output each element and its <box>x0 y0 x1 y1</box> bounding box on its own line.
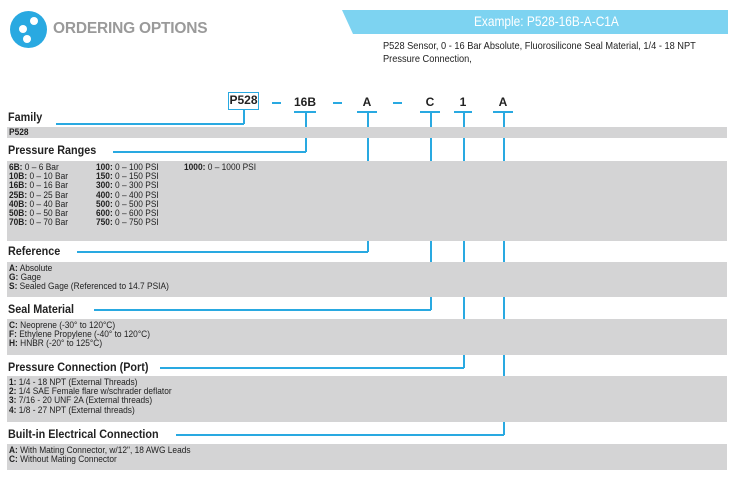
section-title: Built-in Electrical Connection <box>8 427 159 441</box>
option-item: 500: 0 – 500 PSI <box>96 198 159 210</box>
option-item: 6B: 0 – 6 Bar <box>9 162 59 173</box>
option-item: F: Ethylene Propylene (-40° to 120°C) <box>9 329 150 341</box>
option-item: C: Neoprene (-30° to 120°C) <box>9 320 116 331</box>
option-item: 750: 0 – 750 PSI <box>96 217 159 229</box>
connector <box>113 151 306 153</box>
option-item: 300: 0 – 300 PSI <box>96 180 159 192</box>
option-item: 600: 0 – 600 PSI <box>96 208 159 219</box>
code-reference: A <box>362 95 372 109</box>
dash <box>393 102 402 104</box>
option-item: 16B: 0 – 16 Bar <box>9 180 69 192</box>
connector <box>56 123 244 125</box>
logo-dot <box>19 25 27 33</box>
option-item: 150: 0 – 150 PSI <box>96 171 159 183</box>
option-item: 4: 1/8 - 27 NPT (External threads) <box>9 404 135 416</box>
section-title: Pressure Ranges <box>8 143 97 157</box>
option-item: A: With Mating Connector, w/12", 18 AWG … <box>9 445 191 456</box>
option-item: H: HNBR (-20° to 125°C) <box>9 338 103 350</box>
section-title: Reference <box>8 244 61 258</box>
example-text: Example: P528-16B-A-C1A <box>474 13 619 29</box>
code-seal: C <box>425 95 435 109</box>
ranges-box: 6B: 0 – 6 Bar 10B: 0 – 10 Bar 16B: 0 – 16 … <box>7 161 727 241</box>
option-item: A: Absolute <box>9 263 53 274</box>
logo-icon <box>10 11 47 48</box>
connector <box>243 110 245 124</box>
dash <box>333 102 342 104</box>
option-item: S: Sealed Gage (Referenced to 14.7 PSIA) <box>9 281 169 293</box>
logo-dot <box>30 17 38 25</box>
code-port: 1 <box>459 95 467 109</box>
option-item: 1000: 0 – 1000 PSI <box>184 162 257 173</box>
code-family: P528 <box>228 92 259 110</box>
option-item: 25B: 0 – 25 Bar <box>9 189 69 201</box>
connector <box>176 434 504 436</box>
code-range: 16B <box>293 95 317 109</box>
option-item: 50B: 0 – 50 Bar <box>9 208 69 219</box>
option-item: 40B: 0 – 40 Bar <box>9 198 69 210</box>
reference-box: A: Absolute G: Gage S: Sealed Gage (Refere… <box>7 262 727 297</box>
option-item: G: Gage <box>9 272 42 284</box>
option-item: 1: 1/4 - 18 NPT (External Threads) <box>9 377 138 388</box>
option-item: 100: 0 – 100 PSI <box>96 162 159 173</box>
connector <box>94 309 431 311</box>
family-box: P528 <box>7 127 727 138</box>
section-title: Family <box>8 110 43 124</box>
option-item: 70B: 0 – 70 Bar <box>9 217 69 229</box>
section-title: Seal Material <box>8 302 75 316</box>
connector <box>77 251 368 253</box>
example-description: P528 Sensor, 0 - 16 Bar Absolute, Fluoro… <box>383 40 696 65</box>
seal-box: C: Neoprene (-30° to 120°C) F: Ethylene P… <box>7 319 727 355</box>
option-item: C: Without Mating Connector <box>9 454 117 466</box>
option-item: 10B: 0 – 10 Bar <box>9 171 69 183</box>
logo-dot <box>23 35 31 43</box>
electrical-box: A: With Mating Connector, w/12", 18 AWG … <box>7 444 727 470</box>
section-title: Pressure Connection (Port) <box>8 360 149 374</box>
option-item: 400: 0 – 400 PSI <box>96 189 159 201</box>
dash <box>272 102 281 104</box>
option-item: 2: 1/4 SAE Female flare w/schrader defla… <box>9 386 172 398</box>
example-banner: Example: P528-16B-A-C1A <box>342 10 728 34</box>
code-electrical: A <box>498 95 508 109</box>
connector <box>160 367 464 369</box>
page-title: ORDERING OPTIONS <box>53 20 208 37</box>
option-item: 3: 7/16 - 20 UNF 2A (External threads) <box>9 395 153 407</box>
port-box: 1: 1/4 - 18 NPT (External Threads) 2: 1/4… <box>7 376 727 422</box>
option-item: P528 <box>9 127 29 138</box>
